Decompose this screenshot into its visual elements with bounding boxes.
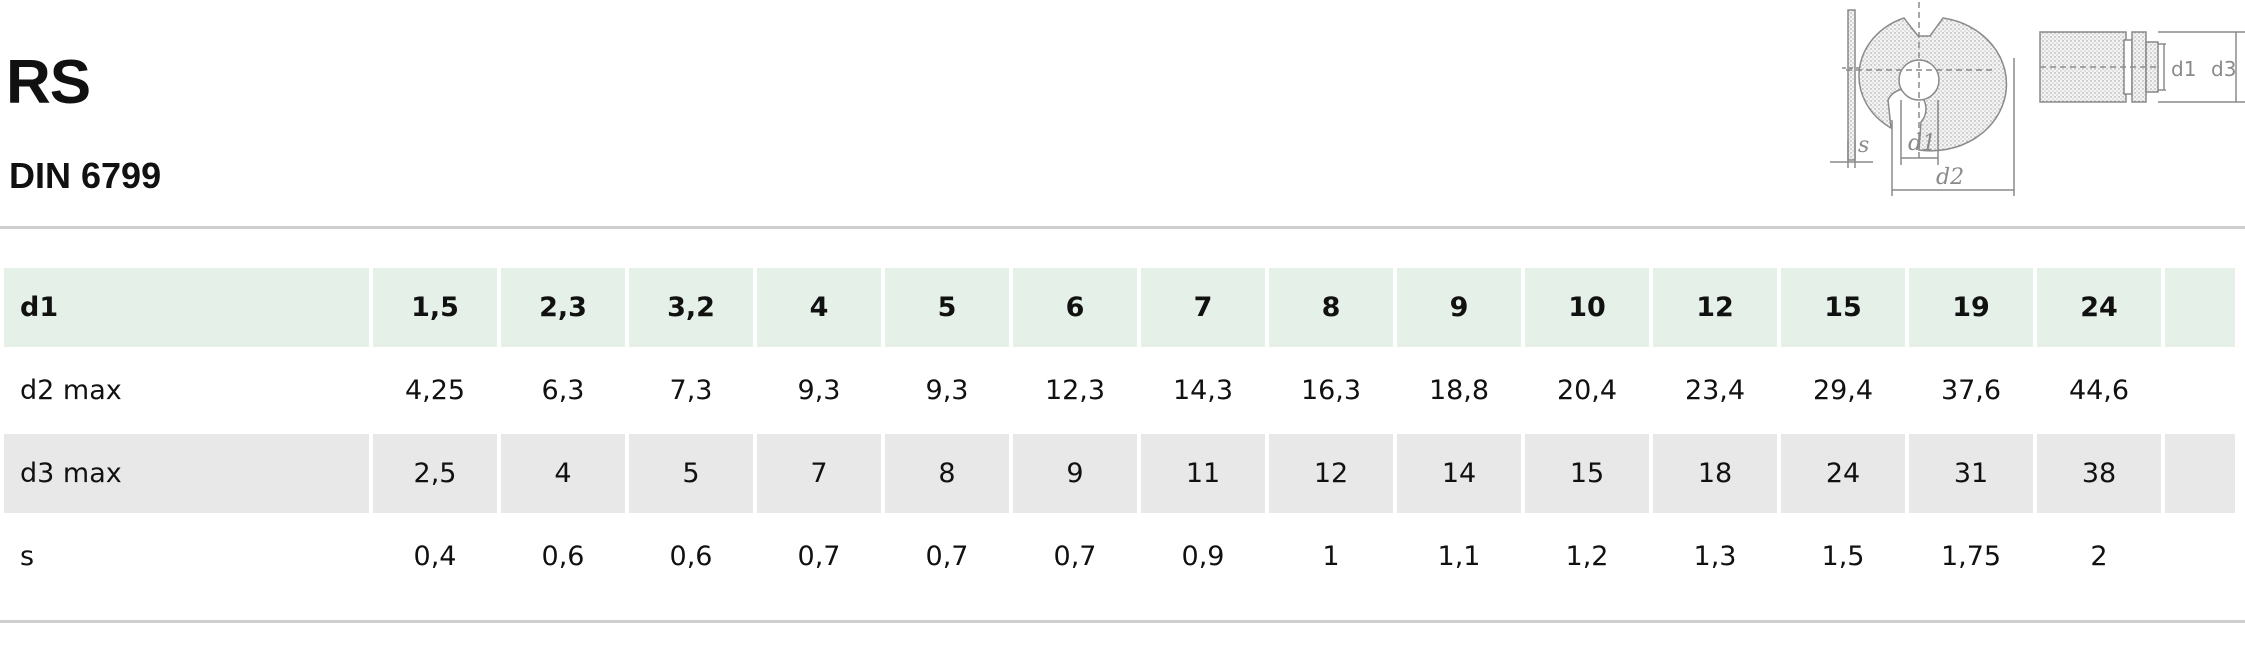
table-cell: 8	[885, 434, 1009, 513]
table-cell: 9	[1013, 434, 1137, 513]
dimension-table-body: d1 1,5 2,3 3,2 4 5 6 7 8 9 10 12 15 19 24 d2 max 4,25 6,3…	[4, 268, 2235, 596]
table-cell: 4	[501, 434, 625, 513]
table-cell: 9,3	[925, 375, 969, 406]
table-cell: 0,7	[797, 541, 841, 572]
retaining-washer-drawing: s d1 d2 d1 d3	[1830, 2, 2245, 196]
table-cell: 9,3	[797, 375, 841, 406]
table-cell: 3,2	[629, 268, 753, 347]
table-cell: 1,1	[1437, 541, 1481, 572]
table-cell-empty	[2165, 434, 2235, 513]
table-cell: 19	[1909, 268, 2033, 347]
row-s-label: s	[20, 541, 35, 572]
table-cell: 0,4	[413, 541, 457, 572]
table-cell: 14	[1397, 434, 1521, 513]
table-cell: 16,3	[1300, 375, 1362, 406]
row-d1-label: d1	[4, 268, 369, 347]
table-cell: 0,9	[1181, 541, 1225, 572]
table-cell: 24	[1781, 434, 1905, 513]
table-cell: 15	[1525, 434, 1649, 513]
table-cell: 2,3	[501, 268, 625, 347]
table-cell: 18	[1653, 434, 1777, 513]
table-cell: 12,3	[1044, 375, 1106, 406]
table-cell: 15	[1781, 268, 1905, 347]
bottom-divider	[0, 620, 2245, 623]
table-cell: 1,5	[1821, 541, 1865, 572]
table-cell: 1,3	[1693, 541, 1737, 572]
table-cell: 8	[1269, 268, 1393, 347]
table-cell: 29,4	[1812, 375, 1874, 406]
table-cell: 1,5	[373, 268, 497, 347]
table-cell: 1,2	[1565, 541, 1609, 572]
table-cell-empty	[2165, 517, 2235, 596]
table-cell: 12	[1269, 434, 1393, 513]
table-cell: 0,6	[669, 541, 713, 572]
table-cell: 10	[1525, 268, 1649, 347]
table-cell: 7	[1141, 268, 1265, 347]
table-cell: 37,6	[1940, 375, 2002, 406]
dimension-table: d1 1,5 2,3 3,2 4 5 6 7 8 9 10 12 15 19 24 d2 max 4,25 6,3…	[0, 264, 2239, 600]
table-cell: 5	[885, 268, 1009, 347]
table-row: d3 max 2,5 4 5 7 8 9 11 12 14 15 18 24 31 38	[4, 434, 2235, 513]
table-cell: 1,75	[1940, 541, 2002, 572]
table-row: s 0,4 0,6 0,6 0,7 0,7 0,7 0,9 1 1,1 1,2 1,3 1,5 1,75 2	[4, 517, 2235, 596]
table-cell: 31	[1909, 434, 2033, 513]
table-cell: 20,4	[1556, 375, 1618, 406]
table-cell: 7	[757, 434, 881, 513]
standard-subtitle: DIN 6799	[9, 155, 162, 196]
drawing-label-side-d3: d3	[2211, 57, 2236, 81]
top-divider	[0, 226, 2245, 229]
table-row: d2 max 4,25 6,3 7,3 9,3 9,3 12,3 14,3 16,3 18,8 20…	[4, 351, 2235, 430]
table-cell: 2,5	[373, 434, 497, 513]
table-cell: 23,4	[1684, 375, 1746, 406]
table-cell: 7,3	[669, 375, 713, 406]
table-cell: 0,7	[1053, 541, 1097, 572]
table-cell: 14,3	[1172, 375, 1234, 406]
table-cell: 4,25	[404, 375, 466, 406]
table-cell-empty	[2165, 268, 2235, 347]
table-cell: 24	[2037, 268, 2161, 347]
table-cell: 4	[757, 268, 881, 347]
table-cell: 0,7	[925, 541, 969, 572]
table-row: d1 1,5 2,3 3,2 4 5 6 7 8 9 10 12 15 19 24	[4, 268, 2235, 347]
table-cell: 12	[1653, 268, 1777, 347]
drawing-label-side-d1: d1	[2171, 57, 2196, 81]
row-d3-max-label: d3 max	[4, 434, 369, 513]
table-cell: 5	[629, 434, 753, 513]
page-title: RS	[6, 48, 91, 117]
table-cell: 38	[2037, 434, 2161, 513]
drawing-label-d2: d2	[1936, 165, 1964, 190]
table-cell: 9	[1397, 268, 1521, 347]
table-cell: 6,3	[541, 375, 585, 406]
table-cell: 44,6	[2068, 375, 2130, 406]
drawing-label-d1: d1	[1908, 131, 1936, 156]
table-cell: 11	[1141, 434, 1265, 513]
drawing-label-s: s	[1858, 133, 1869, 158]
table-cell: 2	[2090, 541, 2108, 572]
table-cell: 18,8	[1428, 375, 1490, 406]
row-d2-max-label: d2 max	[20, 375, 122, 406]
table-cell: 6	[1013, 268, 1137, 347]
table-cell-empty	[2165, 351, 2235, 430]
table-cell: 1	[1322, 541, 1340, 572]
table-cell: 0,6	[541, 541, 585, 572]
